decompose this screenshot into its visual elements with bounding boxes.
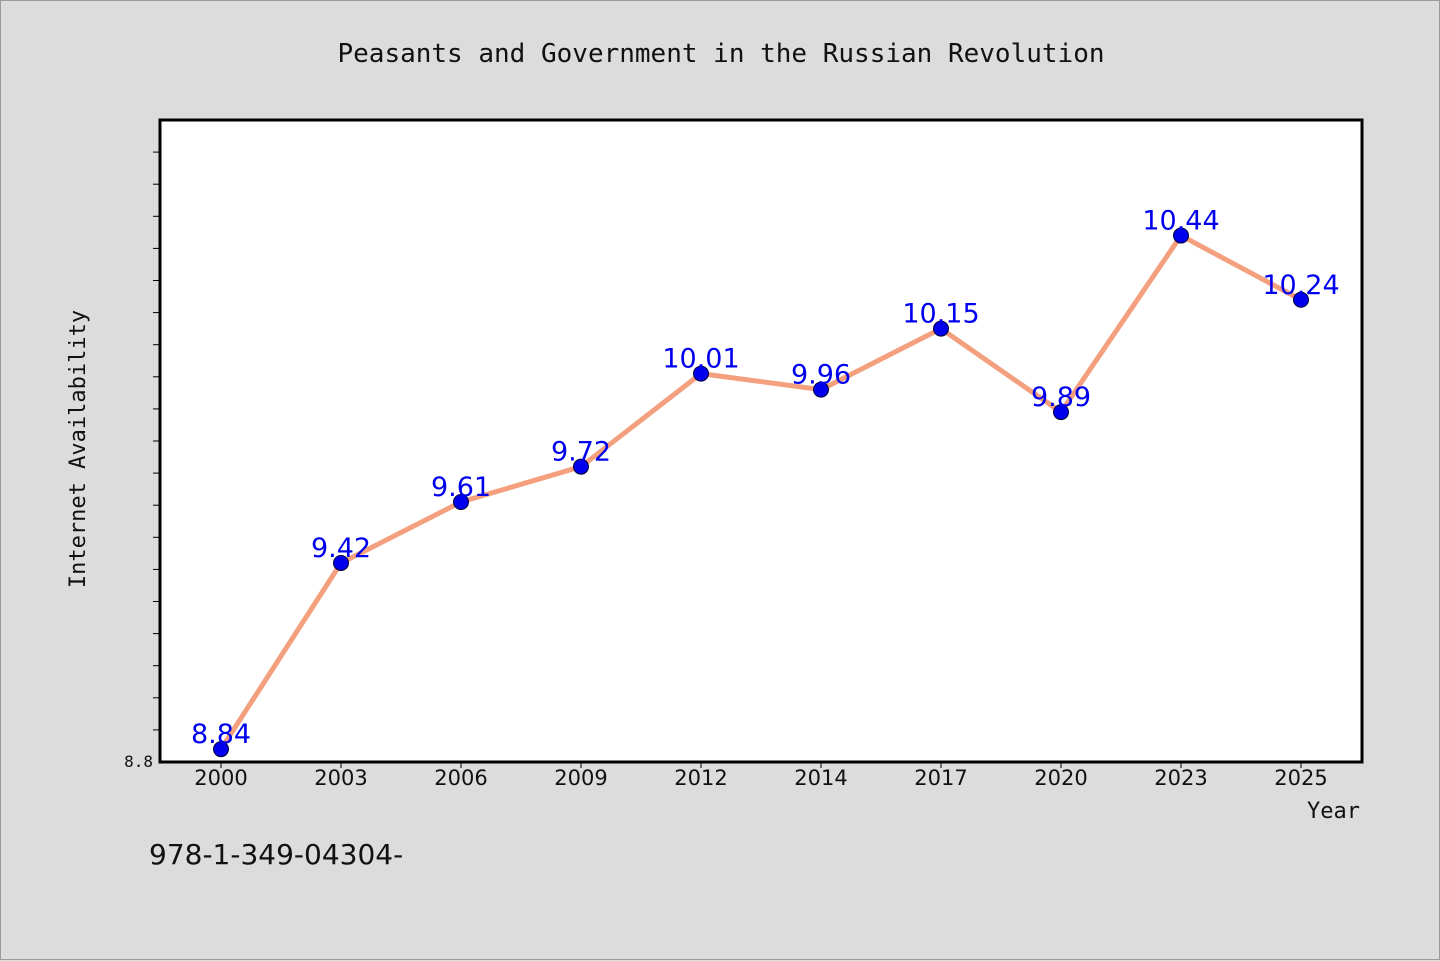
data-label: 10.24	[1262, 270, 1339, 301]
data-label: 10.15	[902, 299, 979, 330]
data-label: 9.61	[431, 472, 491, 503]
x-tick-label: 2006	[434, 766, 487, 790]
data-point	[333, 554, 349, 571]
data-point	[1293, 291, 1309, 308]
chart-title: Peasants and Government in the Russian R…	[337, 39, 1104, 69]
series-layer: 8.84 9.42 9.61 9.72 10.01 9.96 10.15 9.89 10.44 1…	[191, 206, 1340, 758]
x-tick-label: 2012	[674, 766, 727, 790]
x-tick-label: 2000	[194, 766, 247, 790]
data-label: 9.42	[311, 533, 371, 564]
data-point	[813, 381, 829, 398]
data-point	[213, 741, 229, 758]
y-axis-label: Internet Availability	[66, 310, 91, 588]
data-label: 9.89	[1031, 382, 1091, 413]
data-label: 9.96	[791, 360, 851, 391]
data-point	[453, 493, 469, 510]
x-tick-label: 2017	[914, 766, 967, 790]
x-tick-label: 2025	[1274, 766, 1327, 790]
data-point	[693, 365, 709, 382]
x-tick-label: 2020	[1034, 766, 1087, 790]
data-point	[1053, 404, 1069, 421]
x-tick-label: 2009	[554, 766, 607, 790]
data-label: 10.01	[662, 344, 739, 375]
data-point	[1173, 227, 1189, 244]
isbn-footer: 978-1-349-04304-	[149, 838, 403, 871]
plot-area	[158, 118, 1364, 764]
data-point	[933, 320, 949, 337]
x-tick-label: 2003	[314, 766, 367, 790]
series-line	[218, 233, 1304, 752]
x-tick-label: 2014	[794, 766, 847, 790]
data-label: 9.72	[551, 437, 611, 468]
data-point	[573, 458, 589, 475]
x-axis-ticks: 2000 2003 2006 2009 2012 2014 2017 2020 2023 2025	[194, 762, 1328, 790]
x-tick-label: 2023	[1154, 766, 1207, 790]
y-tick-label: 8.8	[124, 752, 153, 771]
x-axis-label: Year	[1307, 799, 1360, 824]
y-axis-ticks	[153, 151, 160, 731]
data-label: 8.84	[191, 719, 251, 750]
data-label: 10.44	[1142, 206, 1219, 237]
